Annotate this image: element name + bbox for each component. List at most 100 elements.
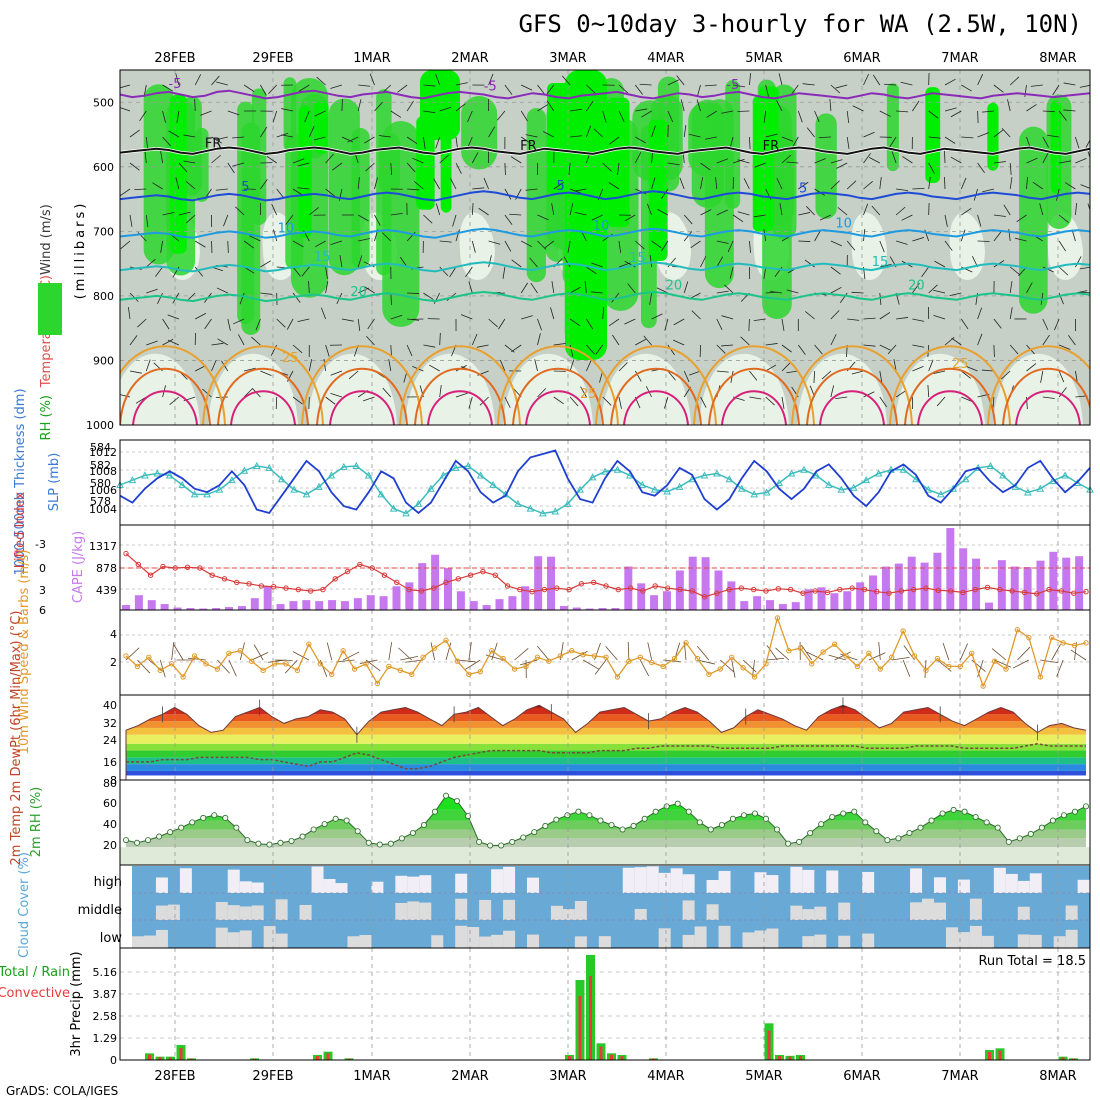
lifted-index-point	[910, 586, 917, 593]
wind-barb	[321, 307, 326, 320]
cloud-cell	[969, 898, 982, 920]
wind-barb	[308, 359, 313, 372]
isotherm-25	[693, 345, 815, 425]
wind-barb	[724, 284, 734, 294]
thickness-point	[439, 471, 448, 479]
wind-barb	[146, 258, 156, 268]
isotherm-label-FR: FR	[520, 139, 537, 154]
rh2m-point	[763, 815, 770, 822]
wind-barb	[260, 370, 272, 376]
wind-barb	[468, 396, 473, 409]
rh2m-point	[586, 812, 593, 819]
pressure-axis-label-group: (millibars)	[73, 201, 88, 300]
wind-barb	[406, 344, 413, 357]
wind-barb	[869, 157, 880, 164]
wind-barb	[651, 313, 663, 320]
thickness-point	[476, 471, 485, 479]
wind-barb	[960, 177, 967, 190]
isotherm-30	[806, 367, 898, 425]
cape-bar	[173, 607, 182, 610]
wind-barb	[912, 344, 925, 348]
cape-bar	[701, 557, 710, 610]
wind10m-point	[614, 674, 621, 680]
wind-barb	[591, 262, 603, 268]
rh-moist-area	[194, 127, 209, 202]
precip-ytick: 2.58	[93, 1010, 118, 1023]
wind-barb	[1092, 107, 1100, 111]
cloud-cell	[1077, 879, 1090, 893]
wind-barb	[520, 282, 528, 294]
thickness-point	[377, 490, 385, 498]
wind-barb	[814, 230, 821, 242]
wind-barb	[679, 177, 685, 190]
wind10m-point	[340, 648, 346, 654]
wind-barb	[471, 240, 476, 253]
wind-barb	[651, 177, 656, 190]
wind10m-barb	[891, 656, 910, 661]
isotherm-label-10: 10	[835, 216, 852, 231]
wind10m-barb	[594, 642, 601, 661]
wind-barb	[569, 359, 575, 372]
lifted-index-point	[184, 564, 191, 570]
rh2m-band	[126, 795, 1086, 810]
wind-barb	[798, 212, 811, 216]
wind-barb	[406, 136, 418, 145]
wind-barb	[308, 280, 310, 294]
wind10m-point	[1083, 640, 1089, 646]
wind-barb	[406, 162, 416, 173]
wind-barb	[423, 84, 436, 87]
wind-barb	[912, 283, 920, 294]
cape-bar	[804, 589, 813, 610]
lifted-index-point	[270, 583, 277, 590]
date-top-4: 3MAR	[549, 51, 586, 66]
wind-barb	[977, 132, 989, 138]
wind-barb	[765, 343, 778, 346]
wind-barb	[667, 257, 676, 268]
wind-barb	[439, 385, 442, 398]
cape-bar	[1023, 567, 1032, 610]
cloud-cell	[215, 901, 228, 920]
wind-barb	[511, 344, 522, 353]
wind-barb	[407, 292, 420, 294]
thickness-point	[576, 485, 584, 493]
wind-barb	[433, 178, 441, 190]
date-top-2: 1MAR	[353, 51, 390, 66]
cloud-cell	[239, 906, 252, 920]
wind-barb	[325, 281, 329, 294]
wind-barb	[740, 336, 750, 346]
wind-ytick: 4	[110, 628, 117, 641]
cloud-cell	[479, 936, 492, 948]
wind-barb	[1009, 266, 1020, 275]
thickness-point	[402, 509, 410, 517]
wind-barb	[1001, 370, 1011, 380]
thickness-point	[613, 465, 622, 473]
wind-barb	[363, 396, 375, 402]
lifted-index-point	[935, 587, 942, 593]
wind-barb	[781, 154, 792, 164]
wind-barb	[928, 162, 935, 174]
cloud-axis-label: Cloud Cover (%)	[17, 852, 32, 958]
cape-bar	[263, 586, 272, 610]
wind10m-barb	[994, 659, 1012, 668]
thickness-point	[986, 461, 995, 469]
rh2m-point	[818, 821, 825, 828]
wind-barb	[683, 231, 692, 242]
wind-barb	[617, 162, 620, 175]
wind-barb	[896, 110, 909, 113]
wind10m-point	[923, 667, 929, 674]
rh2m-point	[442, 792, 449, 799]
wind-barb	[851, 291, 864, 294]
cape-bar	[843, 591, 852, 610]
wind-barb	[1058, 214, 1069, 223]
thickness-point	[427, 484, 435, 492]
rh2m-point	[431, 808, 438, 815]
wind-barb	[733, 84, 746, 88]
rh-moist-area	[378, 132, 401, 194]
lifted-index-point	[344, 568, 351, 575]
wind10m-point	[729, 654, 735, 660]
wind-barb	[830, 310, 840, 320]
wind-barb	[921, 266, 930, 277]
rh2m-point	[1083, 803, 1090, 810]
wind-barb	[716, 240, 729, 244]
